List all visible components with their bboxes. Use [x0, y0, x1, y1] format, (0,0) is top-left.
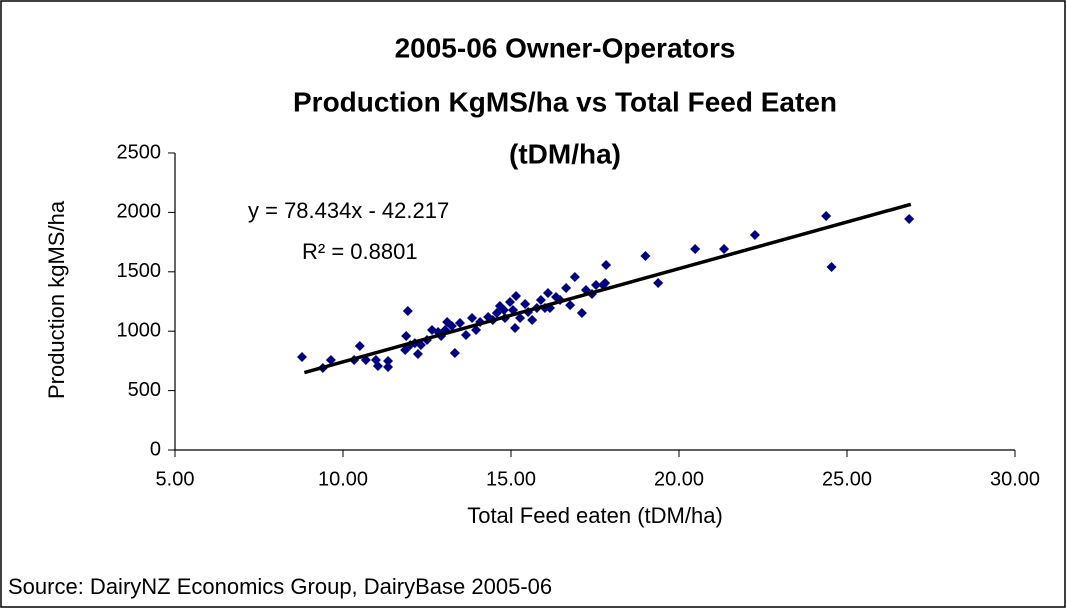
x-tick-label: 25.00: [822, 468, 872, 490]
r-squared: R² = 0.8801: [302, 239, 418, 264]
point: [542, 287, 553, 298]
source: Source: DairyNZ Economics Group, DairyBa…: [8, 574, 552, 599]
x-tick-label: 20.00: [654, 468, 704, 490]
point: [640, 250, 651, 261]
y-tick-label: 500: [128, 379, 161, 401]
point: [467, 313, 478, 324]
point: [454, 318, 465, 329]
point: [400, 344, 411, 355]
chart-title: Production KgMS/ha vs Total Feed Eaten: [293, 86, 837, 117]
point: [520, 298, 531, 309]
x-tick-label: 5.00: [156, 468, 195, 490]
point: [471, 325, 482, 336]
point: [719, 243, 730, 254]
trendline: [303, 202, 912, 375]
point: [498, 305, 509, 316]
point: [297, 351, 308, 362]
y-tick-label: 2500: [117, 141, 162, 163]
y-tick-label: 1500: [117, 260, 162, 282]
y-axis-label: Production kgMS/ha: [44, 200, 69, 399]
equation: y = 78.434x - 42.217: [248, 198, 449, 223]
point: [565, 300, 576, 311]
point: [412, 349, 423, 360]
point: [653, 277, 664, 288]
chart-title: (tDM/ha): [509, 138, 621, 169]
point: [511, 291, 522, 302]
point: [491, 308, 502, 319]
point: [449, 347, 460, 358]
x-tick-label: 15.00: [486, 468, 536, 490]
point: [354, 341, 365, 352]
point: [510, 322, 521, 333]
point: [904, 214, 915, 225]
point: [460, 330, 471, 341]
point: [504, 296, 515, 307]
point: [325, 354, 336, 365]
chart-title: 2005-06 Owner-Operators: [395, 32, 736, 63]
x-axis-label: Total Feed eaten (tDM/ha): [467, 503, 723, 528]
point: [401, 330, 412, 341]
point: [821, 210, 832, 221]
point: [749, 229, 760, 240]
y-tick-label: 0: [150, 438, 161, 460]
x-tick-label: 30.00: [990, 468, 1040, 490]
point: [383, 356, 394, 367]
point: [446, 320, 457, 331]
point: [372, 361, 383, 372]
y-tick-label: 1000: [117, 319, 162, 341]
point: [591, 279, 602, 290]
point: [515, 313, 526, 324]
point: [535, 294, 546, 305]
point: [569, 272, 580, 283]
point: [527, 315, 538, 326]
point: [561, 282, 572, 293]
point: [383, 361, 394, 372]
point: [576, 308, 587, 319]
point: [601, 260, 612, 271]
y-tick-label: 2000: [117, 201, 162, 223]
point: [690, 243, 701, 254]
point: [600, 277, 611, 288]
point: [826, 262, 837, 273]
point: [402, 306, 413, 317]
x-tick-label: 10.00: [318, 468, 368, 490]
